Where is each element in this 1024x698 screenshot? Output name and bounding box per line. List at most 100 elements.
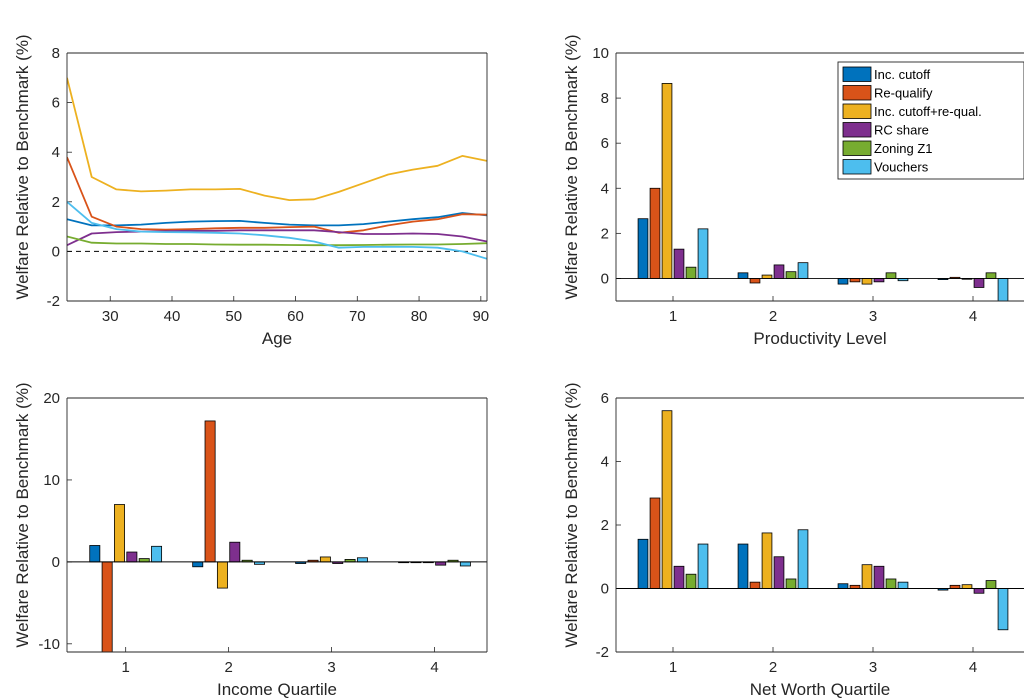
x-tick-label: 2 xyxy=(769,308,777,325)
legend-swatch-5 xyxy=(842,140,872,156)
bar-s4-c1 xyxy=(673,248,685,279)
y-tick-label: 0 xyxy=(601,270,609,287)
bar-s4-c2 xyxy=(773,264,785,279)
bar-s2-c2 xyxy=(749,278,761,284)
x-tick-label: 4 xyxy=(969,659,977,676)
legend: Inc. cutoff Re-qualify Inc. cutoff+re-qual… xyxy=(837,61,1024,180)
x-tick-label: 3 xyxy=(869,308,877,325)
data-layer xyxy=(616,410,1024,631)
series-line-5 xyxy=(67,235,487,247)
bar-s4-c2 xyxy=(229,541,241,563)
y-tick-label: 4 xyxy=(601,180,609,197)
bar-s1-c2 xyxy=(192,561,204,568)
bar-s4-c2 xyxy=(773,556,785,589)
bar-s4-c4 xyxy=(973,278,985,288)
bar-s3-c1 xyxy=(661,410,673,589)
y-tick-label: 0 xyxy=(52,554,60,571)
bar-s2-c3 xyxy=(849,584,861,589)
y-tick-label: 20 xyxy=(43,390,60,407)
bar-s3-c3 xyxy=(861,278,873,285)
bar-s5-c1 xyxy=(685,573,697,589)
bar-s3-c2 xyxy=(761,274,773,279)
bar-s1-c1 xyxy=(637,538,649,589)
bar-s5-c4 xyxy=(985,272,997,279)
bar-s2-c2 xyxy=(749,581,761,589)
x-tick-label: 1 xyxy=(669,308,677,325)
y-tick-label: 10 xyxy=(592,45,609,62)
legend-swatch-6 xyxy=(842,159,872,175)
legend-label-2: Re-qualify xyxy=(874,86,933,101)
plot-area xyxy=(67,53,487,301)
bar-s6-c3 xyxy=(897,581,909,589)
x-axis-title: Age xyxy=(262,329,292,348)
series-line-6 xyxy=(67,201,487,260)
y-tick-label: 10 xyxy=(43,472,60,489)
x-tick-label: 2 xyxy=(224,659,232,676)
x-tick-label: 1 xyxy=(669,659,677,676)
bar-s6-c1 xyxy=(697,228,709,279)
bar-s3-c1 xyxy=(114,504,125,563)
bar-s2-c1 xyxy=(649,497,661,589)
bar-s5-c2 xyxy=(785,271,797,279)
bar-s3-c2 xyxy=(761,532,773,589)
x-tick-label: 1 xyxy=(122,659,130,676)
bar-s4-c3 xyxy=(873,278,885,283)
y-tick-label: 2 xyxy=(601,517,609,534)
x-axis-title: Productivity Level xyxy=(753,329,886,348)
plot-area xyxy=(67,398,487,652)
legend-label-4: RC share xyxy=(874,123,929,138)
y-tick-label: 2 xyxy=(52,194,60,211)
y-tick-label: 0 xyxy=(52,243,60,260)
y-tick-label: -10 xyxy=(38,636,60,653)
bar-s5-c4 xyxy=(985,580,997,589)
y-tick-label: 8 xyxy=(601,90,609,107)
data-layer xyxy=(67,420,487,652)
bar-s6-c1 xyxy=(697,543,709,589)
y-tick-label: 0 xyxy=(601,581,609,598)
bar-s5-c3 xyxy=(885,272,897,279)
y-tick-label: 6 xyxy=(601,135,609,152)
y-tick-label: 6 xyxy=(601,390,609,407)
series-line-2 xyxy=(67,156,487,234)
x-tick-label: 30 xyxy=(102,308,119,325)
legend-swatch-2 xyxy=(842,85,872,101)
bar-s6-c4 xyxy=(997,278,1009,301)
bar-s1-c2 xyxy=(737,272,749,279)
x-tick-label: 70 xyxy=(349,308,366,325)
bar-s4-c4 xyxy=(973,588,985,594)
bar-s6-c3 xyxy=(356,557,368,563)
bar-s2-c4 xyxy=(949,584,961,589)
bar-s5-c2 xyxy=(785,578,797,589)
legend-swatch-3 xyxy=(842,103,872,119)
x-tick-label: 80 xyxy=(411,308,428,325)
legend-label-1: Inc. cutoff xyxy=(874,67,931,82)
bar-s2-c1 xyxy=(101,561,113,652)
bar-s6-c4 xyxy=(997,588,1009,631)
bar-s1-c1 xyxy=(637,218,649,279)
bar-s6-c2 xyxy=(797,262,809,279)
bar-s6-c1 xyxy=(151,545,163,563)
series-line-1 xyxy=(67,212,487,227)
y-tick-label: 6 xyxy=(52,95,60,112)
bar-s2-c2 xyxy=(204,420,216,563)
bar-s1-c3 xyxy=(837,278,849,285)
bar-s1-c1 xyxy=(89,545,101,563)
panel-3: -10 0 10 20 1 2 3 4 Income Quartile Welfare Relat… xyxy=(13,382,488,698)
bar-s6-c2 xyxy=(797,529,809,589)
y-axis-title: Welfare Relative to Benchmark (%) xyxy=(562,382,581,647)
bar-s2-c3 xyxy=(849,278,861,283)
y-tick-label: -2 xyxy=(596,644,609,661)
x-tick-label: 4 xyxy=(430,659,438,676)
panel-4: -2 0 2 4 6 1 2 3 4 Net Worth Quartile Welfare Rela… xyxy=(562,382,1024,698)
x-tick-label: 50 xyxy=(225,308,242,325)
bar-s4-c1 xyxy=(126,551,138,563)
legend-swatch-4 xyxy=(842,122,872,138)
bar-s2-c1 xyxy=(649,187,661,279)
legend-label-3: Inc. cutoff+re-qual. xyxy=(874,104,982,119)
x-tick-label: 3 xyxy=(327,659,335,676)
x-tick-label: 2 xyxy=(769,659,777,676)
y-tick-label: 4 xyxy=(601,454,609,471)
legend-label-5: Zoning Z1 xyxy=(874,141,933,156)
